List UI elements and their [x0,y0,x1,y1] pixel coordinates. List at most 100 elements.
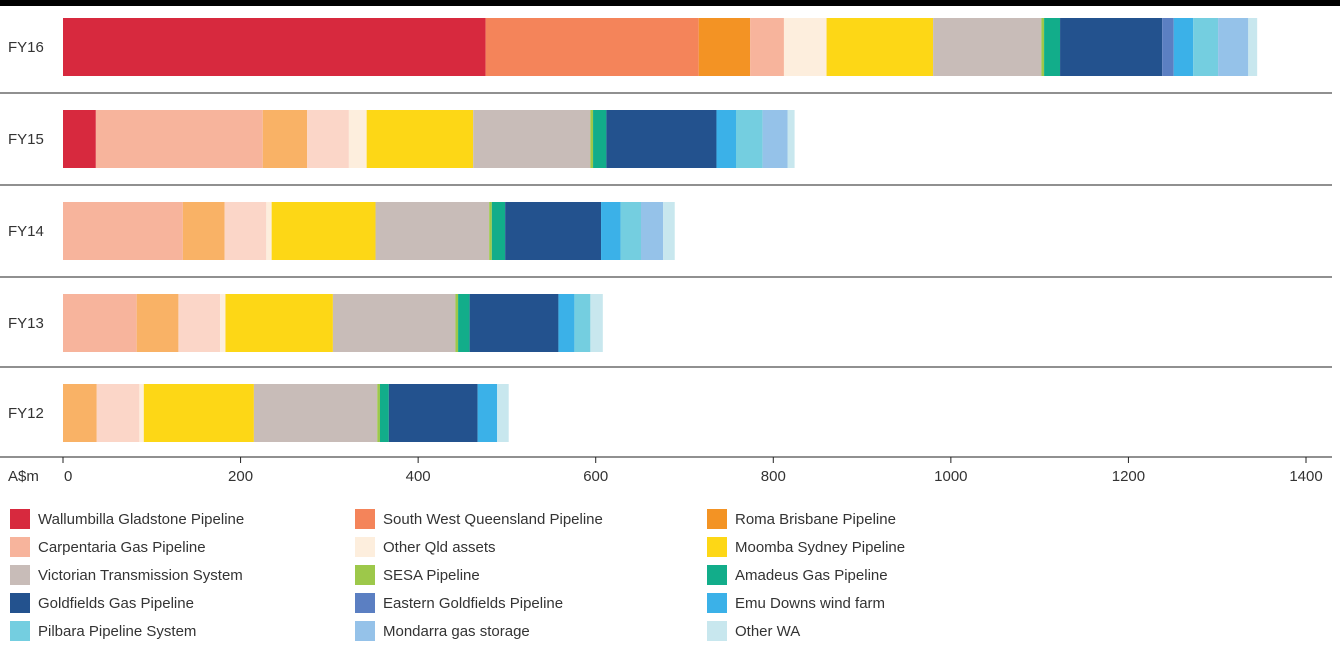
x-tick-label: 800 [761,468,786,485]
bar-segment [388,384,478,442]
legend-item: Goldfields Gas Pipeline [10,592,194,614]
x-tick-label: 400 [406,468,431,485]
bar-segment [95,110,263,168]
bar-segment [225,294,333,352]
legend-item: Emu Downs wind farm [707,592,885,614]
legend-item: Other Qld assets [355,536,496,558]
legend-item: Eastern Goldfields Pipeline [355,592,563,614]
legend-swatch [355,593,375,613]
bar-segment [366,110,474,168]
x-tick-label: 1400 [1289,468,1322,485]
bar-segment [458,294,470,352]
bar-segment [332,294,456,352]
bar-segment [1041,18,1045,76]
bar-segment [136,294,179,352]
legend-swatch [355,509,375,529]
legend-label: Wallumbilla Gladstone Pipeline [38,510,245,528]
bar-segment [220,294,226,352]
category-label: FY14 [8,223,44,240]
bar-segment [1193,18,1219,76]
category-label: FY12 [8,405,44,422]
legend-swatch [355,621,375,641]
legend-label: Pilbara Pipeline System [38,622,197,640]
bar-segment [96,384,140,442]
bar-segment [63,294,137,352]
bar-segment [1218,18,1249,76]
legend-swatch [10,565,30,585]
legend-label: Roma Brisbane Pipeline [735,510,896,528]
bar-segment [640,202,664,260]
bar-segment [253,384,378,442]
legend-label: Carpentaria Gas Pipeline [38,538,206,556]
bar-segment [1044,18,1061,76]
x-tick-label: 600 [583,468,608,485]
bar-segment [469,294,559,352]
legend-swatch [10,537,30,557]
legend-item: Amadeus Gas Pipeline [707,564,888,586]
bar-segment [143,384,254,442]
legend-swatch [707,537,727,557]
stacked-bar-chart: FY16 FY15 FY14 FY13 FY12 A$m 0 200 400 600 800 1000… [0,0,1340,485]
bar-segment [698,18,751,76]
bar-segment [377,384,380,442]
legend-swatch [10,509,30,529]
bar-segment [266,202,272,260]
legend-swatch [355,565,375,585]
legend-label: Mondarra gas storage [383,622,530,640]
legend-swatch [707,593,727,613]
legend-label: Eastern Goldfields Pipeline [383,594,564,612]
category-label: FY13 [8,315,44,332]
bar-segment [1173,18,1194,76]
bar-segment [762,110,788,168]
legend-item: Pilbara Pipeline System [10,620,196,642]
bar-segment [262,110,308,168]
legend-swatch [707,621,727,641]
legend-label: Emu Downs wind farm [735,594,886,612]
bar-segment [63,202,183,260]
bar-segment [606,110,717,168]
x-tick-label: 200 [228,468,253,485]
bar-segment [139,384,144,442]
bar-segment [663,202,675,260]
bar-segment [63,384,97,442]
legend-item: Moomba Sydney Pipeline [707,536,905,558]
legend-label: Goldfields Gas Pipeline [38,594,194,612]
bar-segment [620,202,641,260]
bar-segment [590,110,594,168]
bar-segment [933,18,1042,76]
category-label: FY15 [8,131,44,148]
legend-label: Other WA [735,622,801,640]
legend-label: Victorian Transmission System [38,566,243,584]
bar-segment [716,110,736,168]
bar-segment [224,202,267,260]
legend-item: Wallumbilla Gladstone Pipeline [10,508,244,530]
top-border [0,0,1340,6]
legend-item: South West Queensland Pipeline [355,508,603,530]
legend-item: Victorian Transmission System [10,564,243,586]
bar-segment [826,18,934,76]
x-tick-label: 1200 [1112,468,1145,485]
bar-segment [601,202,621,260]
legend-label: South West Queensland Pipeline [383,510,603,528]
legend-label: SESA Pipeline [383,566,480,584]
bar-segment [491,202,506,260]
bar-segment [485,18,699,76]
legend-swatch [10,621,30,641]
legend-label: Other Qld assets [383,538,496,556]
x-tick-label: 0 [64,468,72,485]
x-axis-unit-label: A$m [8,468,39,485]
bar-segment [593,110,607,168]
bar-segment [1162,18,1174,76]
legend-swatch [10,593,30,613]
bar-segment [348,110,367,168]
bar-segment [574,294,591,352]
legend-swatch [707,509,727,529]
category-label: FY16 [8,39,44,56]
bar-segment [63,110,96,168]
bar-segment [271,202,376,260]
legend-label: Moomba Sydney Pipeline [735,538,906,556]
legend-item: Other WA [707,620,800,642]
bar-segment [477,384,498,442]
legend-swatch [355,537,375,557]
bar-segment [182,202,225,260]
